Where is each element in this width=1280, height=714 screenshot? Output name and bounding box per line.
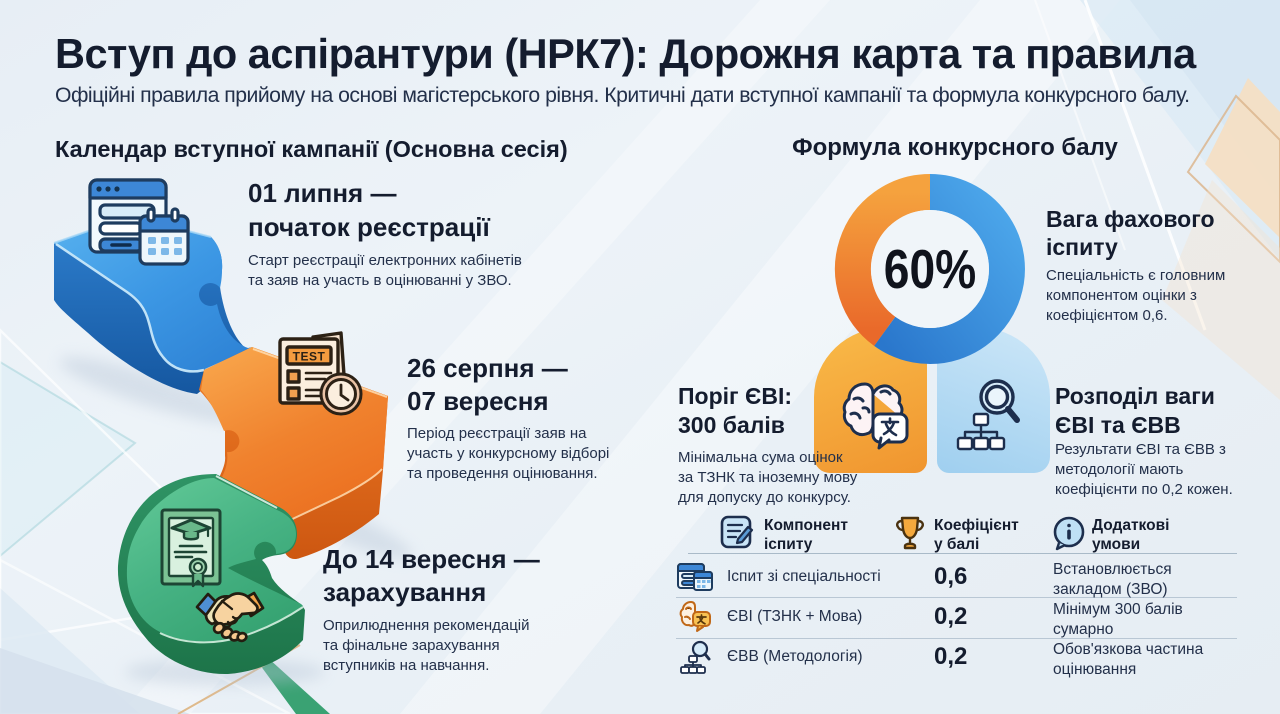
svg-text:TEST: TEST bbox=[293, 350, 326, 364]
svg-text:60%: 60% bbox=[884, 238, 976, 300]
